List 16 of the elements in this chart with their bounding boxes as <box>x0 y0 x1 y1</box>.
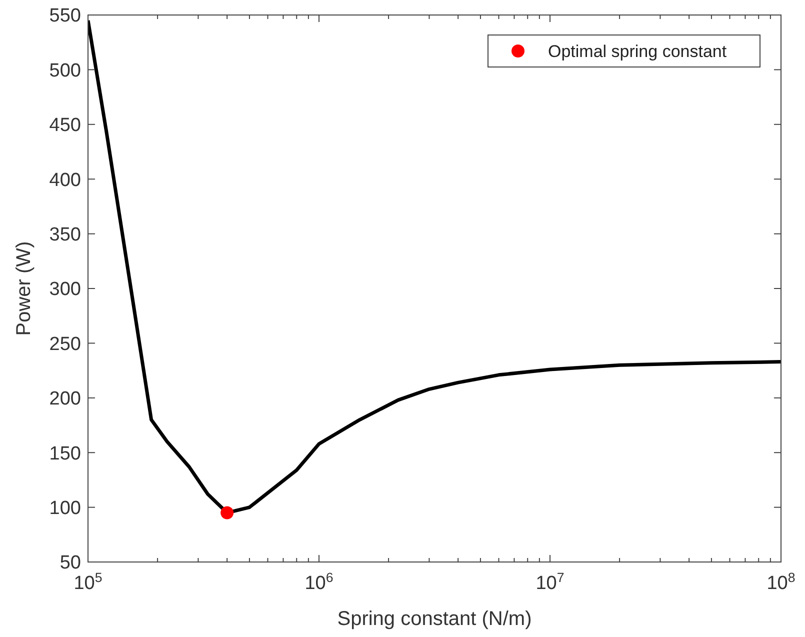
y-tick-label: 100 <box>49 498 81 519</box>
y-tick-label: 200 <box>49 388 81 410</box>
y-tick-label: 250 <box>49 334 81 355</box>
x-axis-title: Spring constant (N/m) <box>337 608 532 630</box>
y-tick-label: 550 <box>49 6 81 27</box>
y-tick-label: 300 <box>49 279 81 300</box>
y-tick-label: 400 <box>49 170 81 191</box>
y-tick-label: 150 <box>49 443 81 464</box>
x-tick-label: 10$^{6}$ <box>304 570 334 594</box>
x-tick-label: 10$^{7}$ <box>536 570 564 594</box>
legend-label: Optimal spring constant <box>548 42 727 61</box>
y-tick-label: 500 <box>49 60 81 82</box>
x-tick-label: 10$^{8}$ <box>766 570 796 594</box>
y-tick-label: 450 <box>49 115 81 136</box>
y-axis-title: Power (W) <box>13 241 35 336</box>
y-tick-label: 350 <box>49 224 81 246</box>
